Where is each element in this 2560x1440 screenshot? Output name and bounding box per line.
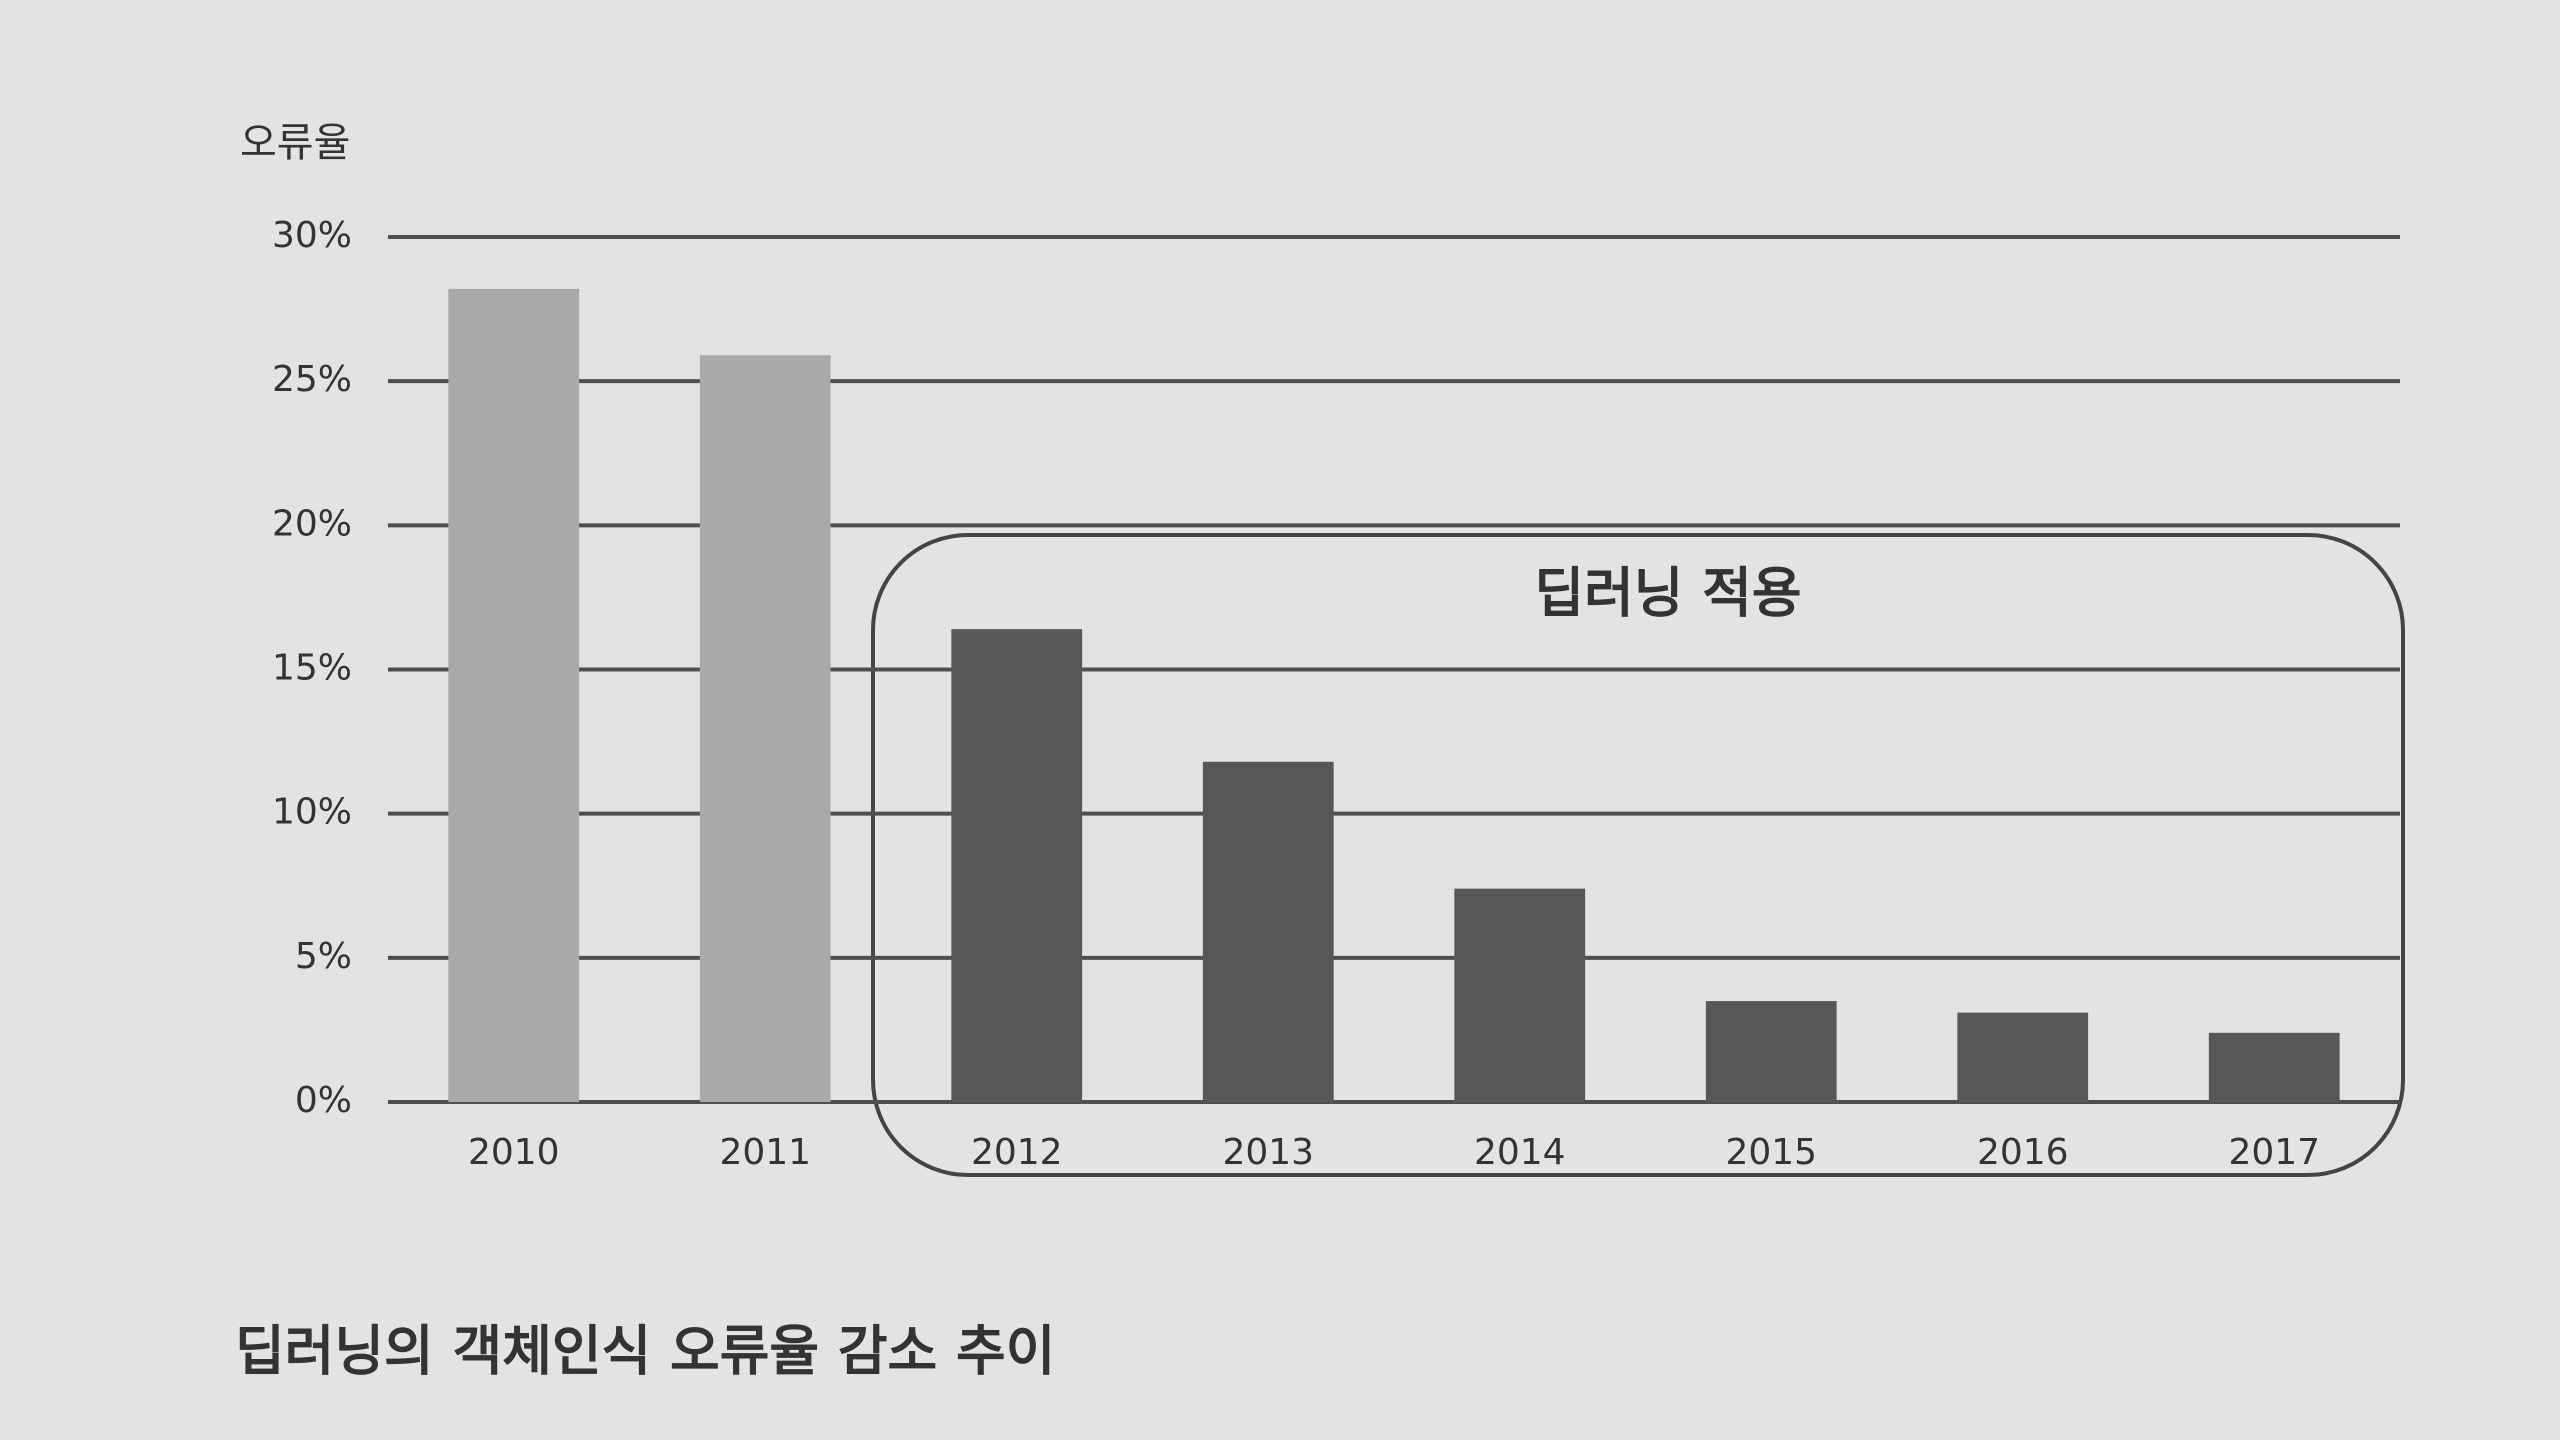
bar: [1454, 888, 1586, 1102]
x-tick-label: 2015: [1725, 1132, 1817, 1173]
y-tick-label: 20%: [272, 503, 352, 544]
y-tick-label: 15%: [272, 648, 352, 689]
bar: [2208, 1032, 2340, 1102]
x-tick-label: 2012: [971, 1132, 1063, 1173]
y-tick-label: 25%: [272, 359, 352, 400]
annotation: 딥러닝 적용: [1534, 562, 1801, 625]
bar: [448, 288, 580, 1102]
bar: [699, 355, 831, 1102]
bar: [951, 629, 1083, 1102]
y-axis-label: 오류율: [240, 120, 350, 166]
chart-title: 딥러닝의 객체인식 오류율 감소 추이: [235, 1320, 1055, 1383]
y-tick-label: 10%: [272, 792, 352, 833]
y-tick-label: 0%: [295, 1080, 352, 1121]
x-tick-label: 2016: [1977, 1132, 2069, 1173]
x-tick-label: 2013: [1222, 1132, 1314, 1173]
y-tick-label: 30%: [272, 215, 352, 256]
x-tick-label: 2014: [1474, 1132, 1566, 1173]
bar: [1705, 1001, 1837, 1102]
y-tick-label: 5%: [295, 936, 352, 977]
bar: [1957, 1012, 2089, 1102]
x-tick-label: 2011: [719, 1132, 811, 1173]
annotation-box: [871, 533, 2405, 1177]
bar: [1202, 761, 1334, 1102]
x-tick-label: 2010: [468, 1132, 560, 1173]
x-tick-label: 2017: [2228, 1132, 2320, 1173]
